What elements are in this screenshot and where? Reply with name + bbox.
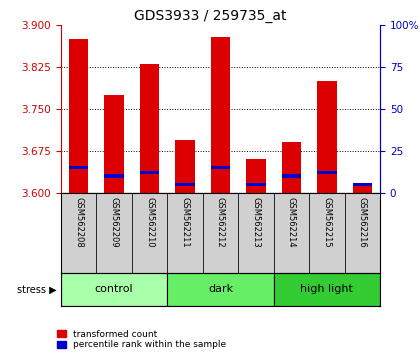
Bar bbox=[282, 142, 301, 193]
Text: GSM562215: GSM562215 bbox=[323, 197, 331, 247]
FancyBboxPatch shape bbox=[274, 273, 380, 306]
Text: dark: dark bbox=[208, 284, 233, 295]
FancyBboxPatch shape bbox=[203, 193, 238, 273]
FancyBboxPatch shape bbox=[167, 273, 274, 306]
Text: control: control bbox=[95, 284, 134, 295]
FancyBboxPatch shape bbox=[132, 193, 167, 273]
Text: GSM562210: GSM562210 bbox=[145, 197, 154, 247]
Text: GSM562208: GSM562208 bbox=[74, 197, 83, 248]
Bar bbox=[353, 183, 372, 186]
FancyBboxPatch shape bbox=[61, 273, 167, 306]
Text: stress ▶: stress ▶ bbox=[17, 284, 57, 295]
Legend: transformed count, percentile rank within the sample: transformed count, percentile rank withi… bbox=[57, 330, 226, 349]
FancyBboxPatch shape bbox=[345, 193, 380, 273]
Bar bbox=[211, 37, 230, 193]
Text: GSM562209: GSM562209 bbox=[110, 197, 118, 247]
Text: GSM562216: GSM562216 bbox=[358, 197, 367, 248]
Bar bbox=[246, 159, 266, 193]
Bar bbox=[140, 64, 159, 193]
Bar bbox=[317, 81, 337, 193]
Text: GSM562213: GSM562213 bbox=[252, 197, 260, 248]
Bar bbox=[175, 183, 195, 186]
Bar bbox=[104, 175, 124, 178]
Bar bbox=[317, 171, 337, 175]
FancyBboxPatch shape bbox=[238, 193, 274, 273]
FancyBboxPatch shape bbox=[309, 193, 345, 273]
Text: GSM562214: GSM562214 bbox=[287, 197, 296, 247]
Bar bbox=[175, 140, 195, 193]
Bar bbox=[69, 166, 88, 169]
Text: GSM562212: GSM562212 bbox=[216, 197, 225, 247]
FancyBboxPatch shape bbox=[274, 193, 309, 273]
Text: GSM562211: GSM562211 bbox=[181, 197, 189, 247]
Bar bbox=[69, 39, 88, 193]
Bar bbox=[140, 171, 159, 175]
FancyBboxPatch shape bbox=[167, 193, 203, 273]
Text: GDS3933 / 259735_at: GDS3933 / 259735_at bbox=[134, 9, 286, 23]
Bar bbox=[282, 175, 301, 178]
Bar bbox=[246, 183, 266, 186]
FancyBboxPatch shape bbox=[96, 193, 132, 273]
Bar bbox=[211, 166, 230, 169]
Bar bbox=[104, 95, 124, 193]
FancyBboxPatch shape bbox=[61, 193, 96, 273]
Bar bbox=[353, 183, 372, 193]
Text: high light: high light bbox=[300, 284, 353, 295]
